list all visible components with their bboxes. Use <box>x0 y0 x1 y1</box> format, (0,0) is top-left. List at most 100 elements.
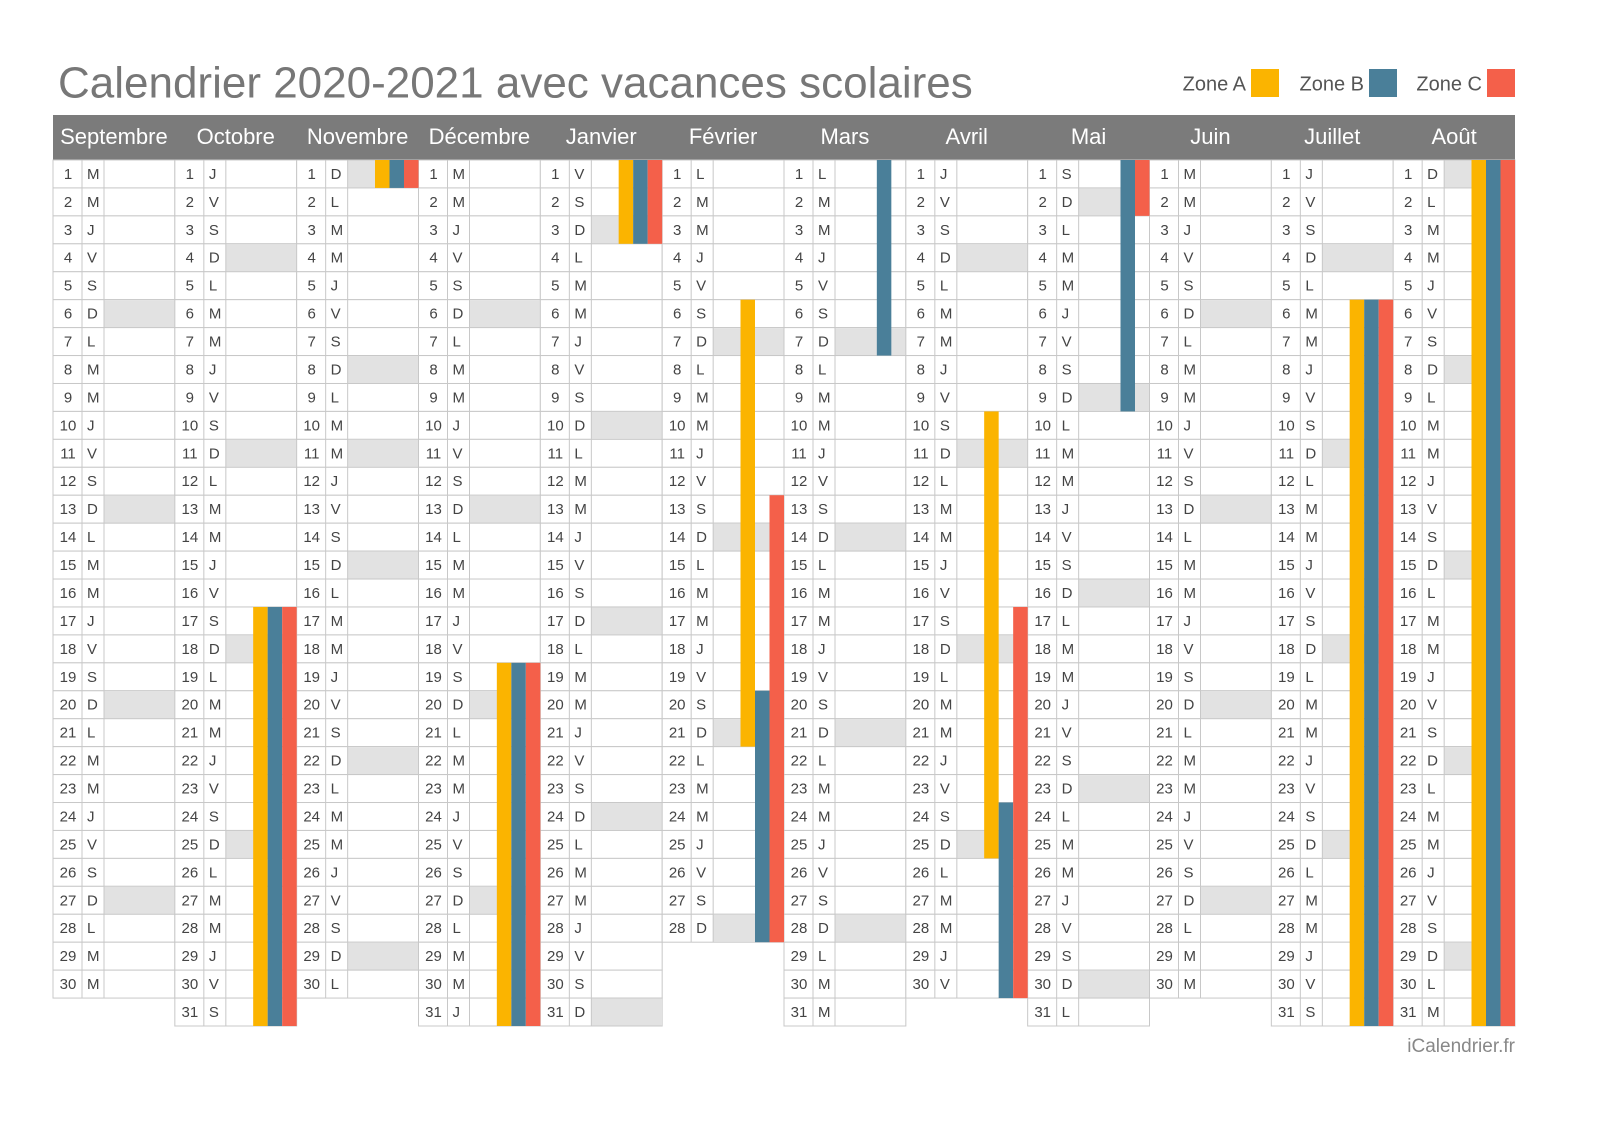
day-row <box>52 774 176 804</box>
day-letter: M <box>331 836 344 853</box>
day-letter: L <box>209 669 217 686</box>
day-row <box>905 606 1029 636</box>
day-number: 9 <box>917 389 925 406</box>
day-letter: D <box>574 808 585 825</box>
day-letter: M <box>1184 194 1197 211</box>
day-letter: D <box>1427 166 1438 183</box>
day-number: 14 <box>1400 529 1417 546</box>
day-number: 19 <box>60 669 77 686</box>
day-number: 1 <box>917 166 925 183</box>
vacation-bar <box>876 160 892 356</box>
day-letter: J <box>87 417 95 434</box>
shaded-day <box>1078 579 1150 607</box>
day-row <box>1149 466 1272 496</box>
day-number: 31 <box>1034 1004 1051 1021</box>
day-row <box>1149 969 1272 999</box>
day-number: 11 <box>182 445 198 462</box>
day-row <box>539 857 663 887</box>
day-letter: V <box>818 473 828 490</box>
day-letter: M <box>1184 166 1197 183</box>
day-letter: J <box>1184 613 1192 630</box>
day-number: 10 <box>1400 417 1417 434</box>
day-letter: J <box>87 613 95 630</box>
day-letter: D <box>1305 641 1316 658</box>
day-letter: M <box>818 1004 831 1021</box>
day-number: 10 <box>1034 417 1051 434</box>
day-number: 20 <box>1400 697 1417 714</box>
day-number: 31 <box>1278 1004 1295 1021</box>
day-number: 6 <box>429 306 437 323</box>
day-number: 21 <box>1400 725 1417 742</box>
shaded-day <box>1078 970 1150 998</box>
day-number: 7 <box>673 334 681 351</box>
day-number: 13 <box>669 501 686 518</box>
day-number: 30 <box>303 976 320 993</box>
day-letter: J <box>696 445 704 462</box>
day-row <box>783 802 907 831</box>
day-row <box>296 215 419 245</box>
day-letter: S <box>1305 417 1315 434</box>
day-letter: D <box>1427 361 1438 378</box>
day-number: 14 <box>181 529 198 546</box>
day-row <box>1149 438 1272 468</box>
day-number: 1 <box>64 166 72 183</box>
day-letter: L <box>696 166 704 183</box>
day-number: 22 <box>791 753 808 770</box>
day-number: 17 <box>547 613 564 630</box>
day-letter: D <box>1062 194 1073 211</box>
day-letter: S <box>696 697 706 714</box>
day-number: 23 <box>669 781 686 798</box>
day-number: 2 <box>1404 194 1412 211</box>
day-number: 14 <box>1156 529 1173 546</box>
day-letter: M <box>87 557 100 574</box>
day-number: 20 <box>303 697 320 714</box>
day-number: 13 <box>425 501 442 518</box>
day-row <box>418 355 541 384</box>
day-letter: D <box>209 641 220 658</box>
day-number: 20 <box>1156 697 1173 714</box>
day-number: 25 <box>669 836 686 853</box>
day-row <box>1027 746 1150 776</box>
day-letter: S <box>209 808 219 825</box>
day-letter: S <box>1062 166 1072 183</box>
day-number: 25 <box>181 836 198 853</box>
day-number: 16 <box>1156 585 1173 602</box>
day-number: 3 <box>1038 222 1046 239</box>
day-number: 24 <box>791 808 808 825</box>
day-number: 28 <box>912 920 929 937</box>
vacation-bar <box>998 802 1014 999</box>
vacation-bar <box>267 606 283 1026</box>
day-letter: M <box>574 892 587 909</box>
day-number: 7 <box>1282 334 1290 351</box>
vacation-bar <box>1135 160 1150 216</box>
day-letter: J <box>209 948 217 965</box>
vacation-bar <box>282 606 297 1026</box>
day-letter: V <box>940 585 950 602</box>
day-row <box>174 299 298 329</box>
day-letter: L <box>1305 473 1313 490</box>
shaded-day <box>347 747 419 775</box>
day-row <box>1270 215 1394 245</box>
day-letter: M <box>818 781 831 798</box>
day-letter: M <box>818 389 831 406</box>
day-number: 4 <box>795 250 803 267</box>
day-row <box>52 746 176 776</box>
day-row <box>661 438 785 468</box>
day-letter: V <box>1062 725 1072 742</box>
day-number: 13 <box>791 501 808 518</box>
day-row <box>296 969 419 999</box>
day-number: 18 <box>1034 641 1051 658</box>
day-number: 3 <box>186 222 194 239</box>
day-number: 11 <box>304 445 320 462</box>
day-letter: M <box>696 808 709 825</box>
day-number: 7 <box>1404 334 1412 351</box>
day-number: 22 <box>669 753 686 770</box>
day-number: 23 <box>303 781 320 798</box>
day-number: 5 <box>1282 278 1290 295</box>
day-letter: D <box>87 501 98 518</box>
day-row <box>418 578 541 608</box>
day-number: 7 <box>186 334 194 351</box>
day-row <box>296 271 419 301</box>
day-number: 30 <box>791 976 808 993</box>
day-number: 26 <box>1400 864 1417 881</box>
